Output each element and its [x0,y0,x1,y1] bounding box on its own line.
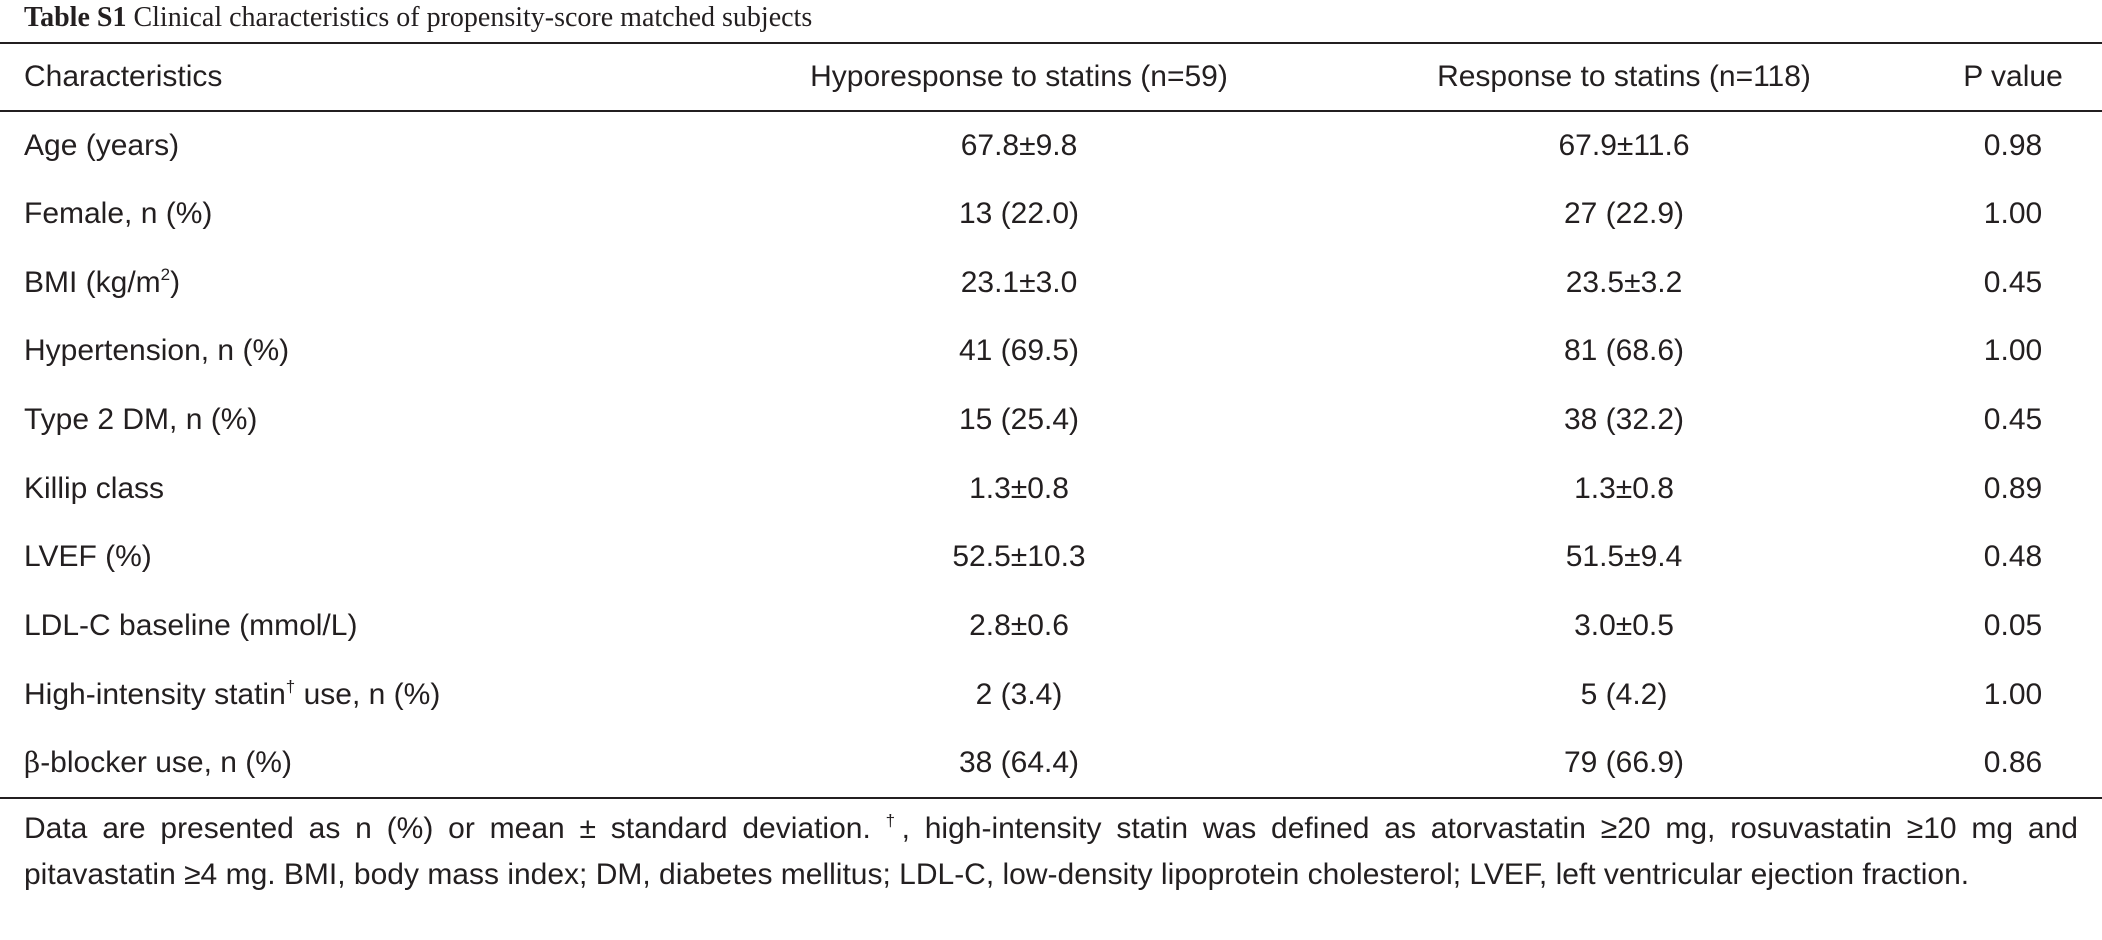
row-label-suffix: ) [170,265,181,299]
hypo-value: 23.1±3.0 [960,265,1078,299]
row-label: Hypertension, n (%) [24,334,290,368]
row-label-suffix: -blocker use, n (%) [40,746,292,780]
characteristics-table: Characteristics Hyporesponse to statins … [0,42,2102,799]
resp-value: 67.9±11.6 [1558,128,1690,162]
row-label: Female, n (%) [24,197,213,231]
row-label-text: BMI (kg/m [24,265,161,299]
p-value: 0.45 [1983,265,2043,299]
table-label: Table S1 [24,2,127,33]
table-row: High-intensity statin† use, n (%) 2 (3.4… [0,661,2102,730]
superscript: 2 [160,264,171,284]
table-title: Clinical characteristics of propensity-s… [133,2,813,33]
p-value: 1.00 [1983,334,2043,368]
row-label-text: High-intensity statin [24,677,286,711]
footnote-definitions: , high-intensity statin was defined as a… [24,812,2078,891]
header-hyporesponse: Hyporesponse to statins (n=59) [714,42,1324,112]
table-row: Female, n (%) 13 (22.0) 27 (22.9) 1.00 [0,180,2102,249]
p-value: 0.86 [1924,729,2102,799]
p-value: 0.05 [1983,609,2043,643]
hypo-value: 15 (25.4) [958,403,1080,437]
row-label: Type 2 DM, n (%) [24,403,258,437]
table-row: Hypertension, n (%) 41 (69.5) 81 (68.6) … [0,317,2102,386]
hypo-value: 38 (64.4) [714,729,1324,799]
table-footnote: Data are presented as n (%) or mean ± st… [24,806,2078,898]
row-label: Age (years) [24,128,180,162]
row-label: LDL-C baseline (mmol/L) [24,609,358,643]
hypo-value: 52.5±10.3 [952,540,1086,574]
resp-value: 38 (32.2) [1563,403,1685,437]
resp-value: 51.5±9.4 [1565,540,1683,574]
row-label: Killip class [24,471,165,505]
hypo-value: 67.8±9.8 [960,128,1078,162]
table-row: Killip class 1.3±0.8 1.3±0.8 0.89 [0,454,2102,523]
row-label: LVEF (%) [24,540,152,574]
resp-value: 23.5±3.2 [1565,265,1683,299]
resp-value: 81 (68.6) [1563,334,1685,368]
hypo-value: 1.3±0.8 [969,471,1069,505]
row-label: High-intensity statin† use, n (%) [0,661,714,730]
hypo-value: 41 (69.5) [958,334,1080,368]
p-value: 0.98 [1983,128,2043,162]
p-value: 0.48 [1983,540,2043,574]
row-label-suffix: use, n (%) [295,677,441,711]
beta-symbol: β [24,746,41,780]
resp-value: 79 (66.9) [1324,729,1924,799]
table-row: LDL-C baseline (mmol/L) 2.8±0.6 3.0±0.5 … [0,592,2102,661]
row-label: BMI (kg/m2) [0,248,714,317]
row-label: β-blocker use, n (%) [0,729,714,799]
p-value: 0.45 [1983,403,2043,437]
dagger-superscript: † [285,676,296,696]
table-row: Type 2 DM, n (%) 15 (25.4) 38 (32.2) 0.4… [0,386,2102,455]
table-row: Age (years) 67.8±9.8 67.9±11.6 0.98 [0,111,2102,180]
footnote-text: Data are presented as n (%) or mean ± st… [24,812,886,845]
dagger-superscript: † [885,811,902,830]
p-value: 1.00 [1983,677,2043,711]
p-value: 1.00 [1983,197,2043,231]
p-value: 0.89 [1983,471,2043,505]
resp-value: 5 (4.2) [1580,677,1668,711]
table-row: β-blocker use, n (%) 38 (64.4) 79 (66.9)… [0,729,2102,799]
resp-value: 27 (22.9) [1563,197,1685,231]
table-row: BMI (kg/m2) 23.1±3.0 23.5±3.2 0.45 [0,248,2102,317]
header-characteristics: Characteristics [0,42,714,112]
hypo-value: 2 (3.4) [975,677,1063,711]
header-p-value: P value [1924,42,2102,112]
resp-value: 3.0±0.5 [1574,609,1674,643]
header-row: Characteristics Hyporesponse to statins … [0,42,2102,112]
hypo-value: 13 (22.0) [958,197,1080,231]
table-caption: Table S1 Clinical characteristics of pro… [24,0,812,36]
resp-value: 1.3±0.8 [1574,471,1674,505]
header-response: Response to statins (n=118) [1324,42,1924,112]
hypo-value: 2.8±0.6 [969,609,1069,643]
table-row: LVEF (%) 52.5±10.3 51.5±9.4 0.48 [0,523,2102,592]
